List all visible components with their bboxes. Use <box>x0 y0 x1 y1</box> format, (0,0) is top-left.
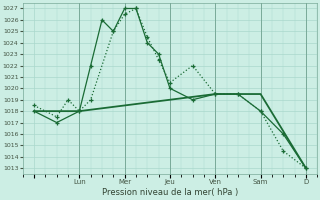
X-axis label: Pression niveau de la mer( hPa ): Pression niveau de la mer( hPa ) <box>102 188 238 197</box>
